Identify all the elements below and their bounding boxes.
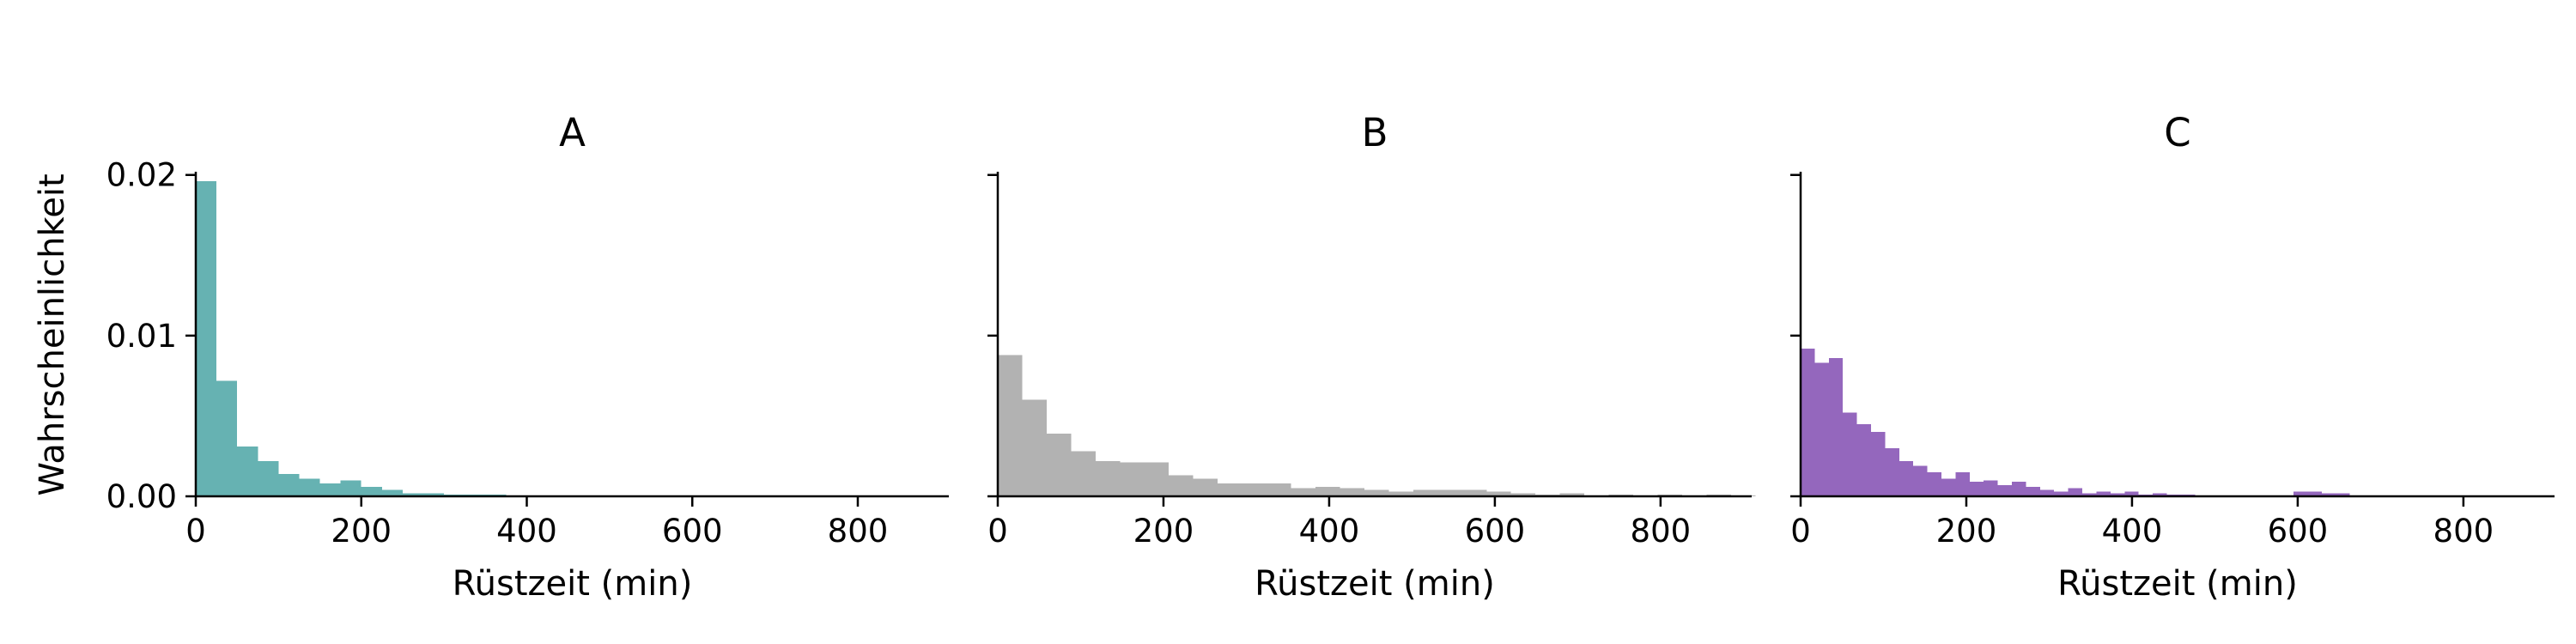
x-axis-label-a: Rüstzeit (min) [453,564,693,604]
panel-c: 0 200 400 600 800 C Rüstzeit (min) [1790,110,2555,604]
histogram-bar-a-9 [381,489,403,496]
x-tick-label-b-4: 800 [1631,513,1692,550]
histogram-bar-a-3 [258,460,279,496]
histogram-bar-c-10 [1941,478,1956,496]
histogram-bar-b-5 [1120,462,1145,496]
y-tick-label-a-2: 0.02 [106,157,177,194]
histogram-bar-b-18 [1437,489,1462,496]
histogram-bar-b-19 [1461,489,1487,496]
histogram-bar-b-1 [1022,399,1047,496]
x-tick-label-a-3: 600 [662,513,723,550]
histogram-bar-c-9 [1927,471,1942,496]
histogram-bar-c-36 [2307,491,2322,496]
histogram-bar-c-8 [1913,465,1928,496]
x-tick-label-b-0: 0 [987,513,1008,550]
histogram-bar-c-0 [1801,348,1815,496]
x-tick-label-c-1: 200 [1936,513,1997,550]
histogram-bar-c-38 [2336,493,2350,496]
histogram-bar-c-3 [1843,412,1857,496]
histogram-bar-b-16 [1388,491,1413,496]
histogram-bar-b-20 [1486,491,1511,496]
histogram-bar-c-15 [2012,482,2026,496]
panel-a: 0 200 400 600 800 0.00 0.01 0.02 A Rüstzeit (min) [106,110,949,604]
histogram-bar-b-2 [1046,434,1072,496]
histogram-bar-b-17 [1413,489,1438,496]
histogram-bar-c-19 [2068,488,2083,496]
histogram-bar-a-7 [340,480,361,496]
x-tick-label-c-3: 600 [2268,513,2329,550]
histogram-bar-c-11 [1955,471,1970,496]
figure-ylabel: Wahrscheinlichkeit [33,173,72,495]
histogram-bar-a-2 [237,446,258,496]
histogram-bar-c-37 [2321,493,2336,496]
histogram-bar-c-5 [1871,432,1886,496]
histogram-bar-b-3 [1071,451,1096,496]
histogram-bar-b-21 [1510,493,1536,496]
x-tick-label-b-3: 600 [1465,513,1526,550]
panel-b: 0 200 400 600 800 B Rüstzeit (min) [987,110,1756,604]
panel-title-a: A [559,110,586,155]
histogram-bar-c-1 [1814,362,1829,496]
histogram-bar-c-2 [1828,358,1844,496]
histogram-bar-c-23 [2124,491,2139,496]
histogram-bar-a-1 [216,380,238,496]
panel-title-c: C [2164,110,2190,155]
x-tick-label-c-4: 800 [2433,513,2494,550]
histogram-bar-b-23 [1559,493,1585,496]
histogram-bar-c-13 [1984,480,1998,496]
x-tick-label-a-0: 0 [185,513,206,550]
histogram-bar-c-16 [2026,486,2040,496]
histogram-bar-c-6 [1885,447,1899,496]
histogram-bar-c-17 [2039,489,2055,496]
histogram-bar-c-14 [1997,484,2013,496]
histogram-bar-b-15 [1364,489,1389,496]
x-axis-label-c: Rüstzeit (min) [2057,564,2298,604]
y-tick-label-a-1: 0.01 [106,318,177,355]
histogram-bar-c-35 [2293,491,2308,496]
x-tick-label-a-2: 400 [496,513,557,550]
x-tick-label-b-1: 200 [1133,513,1194,550]
y-tick-label-a-0: 0.00 [106,478,177,515]
x-axis-label-b: Rüstzeit (min) [1255,564,1495,604]
x-tick-label-c-2: 400 [2102,513,2163,550]
histogram-bar-b-11 [1267,483,1291,496]
histogram-bar-a-8 [361,486,382,496]
histogram-bar-b-13 [1315,486,1340,496]
histogram-bar-b-7 [1169,475,1194,496]
histogram-bar-c-7 [1899,460,1914,496]
histogram-bar-b-0 [998,355,1023,496]
histogram-bar-b-8 [1193,478,1218,496]
histogram-bar-a-11 [423,493,445,496]
histogram-bar-a-5 [299,478,320,496]
x-tick-label-c-0: 0 [1790,513,1811,550]
histogram-bar-b-4 [1095,460,1121,496]
histogram-bar-b-9 [1218,483,1242,496]
histogram-bar-a-6 [319,483,341,496]
histogram-bar-c-25 [2153,493,2167,496]
x-tick-label-a-4: 800 [828,513,889,550]
histogram-bar-a-0 [196,181,217,496]
histogram-bar-a-10 [402,493,424,496]
histogram-bar-b-10 [1242,483,1267,496]
panel-title-b: B [1362,110,1388,155]
histogram-bar-c-4 [1856,423,1872,496]
histogram-bar-b-12 [1291,488,1316,496]
histogram-bar-b-6 [1144,462,1170,496]
histogram-bar-c-20 [2082,493,2097,496]
histogram-bar-c-18 [2054,491,2069,496]
x-tick-label-a-1: 200 [331,513,392,550]
histogram-bar-c-22 [2110,493,2125,496]
histogram-bar-c-21 [2096,491,2111,496]
histogram-bar-c-12 [1969,482,1984,496]
histogram-bar-a-4 [278,473,300,496]
x-tick-label-b-2: 400 [1299,513,1360,550]
histogram-bar-b-14 [1340,488,1364,496]
